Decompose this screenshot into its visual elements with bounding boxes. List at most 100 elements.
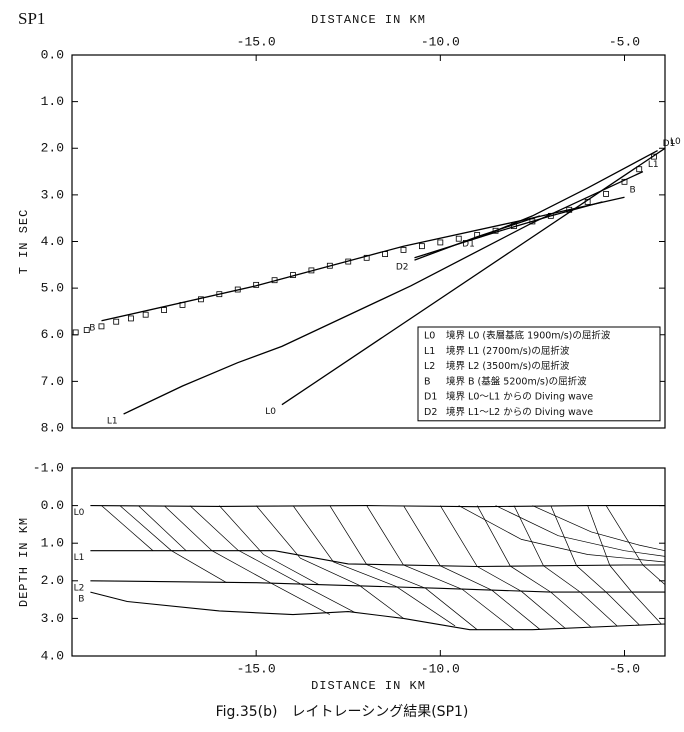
observed-point [621,178,628,185]
ray-path [587,505,662,625]
curve-label: L0 [265,407,276,417]
curve-label: D1 [663,139,676,149]
y-tick-label: 7.0 [41,374,64,389]
y-tick-label: 3.0 [41,187,64,202]
observed-point [216,291,223,298]
observed-point [651,153,657,160]
legend-key: L0 [424,331,435,342]
y-tick-label: 1.0 [41,536,64,551]
observed-point [72,329,79,336]
y-tick-label: 1.0 [41,94,64,109]
y-tick-label: 0.0 [41,47,64,62]
curve-label: L2 [74,583,85,593]
legend-key: L1 [424,346,435,357]
curve [123,171,644,415]
observed-point [400,246,407,253]
x-tick-label: -10.0 [421,34,460,49]
x-tick-label: -5.0 [609,661,640,676]
curve [414,215,541,261]
x-tick-label: -5.0 [609,34,640,49]
observed-point [511,223,517,230]
observed-point [253,281,260,288]
curve-label: L1 [107,417,118,427]
y-tick-label: 2.0 [41,141,64,156]
curve-label: L0 [670,137,681,147]
legend-text: 境界 B (基盤 5200m/s)の屈折波 [446,375,587,387]
chart-title: SP1 [18,9,45,28]
ray-path [403,505,541,630]
legend-text: 境界 L1 (2700m/s)の屈折波 [446,345,570,357]
observed-point [363,254,370,261]
observed-point [566,206,573,213]
ray-path [440,505,566,629]
observed-point [474,232,481,238]
curve-label: B [78,595,84,605]
observed-point [290,272,296,278]
observed-point [198,296,204,303]
observed-point [179,302,186,308]
ray-path [138,505,187,551]
legend-box [417,326,661,422]
observed-point [271,277,278,284]
observed-point [128,315,134,322]
ray-path [292,505,456,627]
curve [90,591,666,631]
legend-key: D1 [424,392,437,403]
ray-path [605,505,666,585]
observed-point [113,318,120,325]
y-tick-label: 4.0 [41,234,64,249]
ray-path [495,505,666,557]
observed-point [636,166,643,173]
observed-point [326,262,333,269]
y-tick-label: 0.0 [41,498,64,513]
caption: Fig.35(b) レイトレーシング結果(SP1) [216,704,469,720]
ray-path [255,505,404,619]
y-tick-label: 6.0 [41,327,64,342]
legend-key: L2 [424,361,435,372]
observed-point [382,251,388,257]
ray-path [513,505,618,627]
y-tick-label: 3.0 [41,611,64,626]
x-tick-label: -15.0 [237,34,276,49]
curve-label: D1 [462,239,475,249]
observed-point [584,198,591,205]
y-tick-label: 2.0 [41,573,64,588]
curve [90,550,665,568]
y-tick-label: 8.0 [41,420,64,435]
ray-path [550,505,640,626]
observed-point [161,307,167,313]
legend-key: D2 [424,407,437,418]
y-tick-label: 4.0 [41,648,64,663]
ray-path [329,505,478,630]
curve-label: L0 [74,508,85,518]
ray-path [119,505,227,584]
observed-point [492,227,499,234]
ray-path [101,505,154,551]
ray-path [476,505,592,628]
curve-label: B [629,186,635,196]
ray-path [458,505,666,563]
x-axis-title: DISTANCE IN KM [311,13,426,27]
legend-key: B [424,376,431,387]
observed-point [547,212,554,219]
y-axis-title: T IN SEC [17,209,31,275]
observed-point [98,323,105,330]
y-tick-label: -1.0 [33,460,64,475]
legend-text: 境界 L0 (表層基底 1900m/s)の屈折波 [446,330,611,342]
curve [90,580,665,593]
ray-path [189,505,356,614]
observed-point [142,311,149,318]
ray-path [163,505,330,615]
y-axis-title: DEPTH IN KM [17,517,31,607]
observed-point [419,243,425,250]
observed-point [455,235,462,242]
observed-point [529,218,536,225]
legend-text: 境界 L2 (3500m/s)の屈折波 [446,360,570,372]
ray-path [532,505,666,552]
curve-label: L1 [648,160,659,170]
x-tick-label: -10.0 [421,661,460,676]
legend-text: 境界 L0～L1 からの Diving wave [446,391,593,403]
observed-point [234,286,241,293]
curve-label: L1 [74,553,85,563]
